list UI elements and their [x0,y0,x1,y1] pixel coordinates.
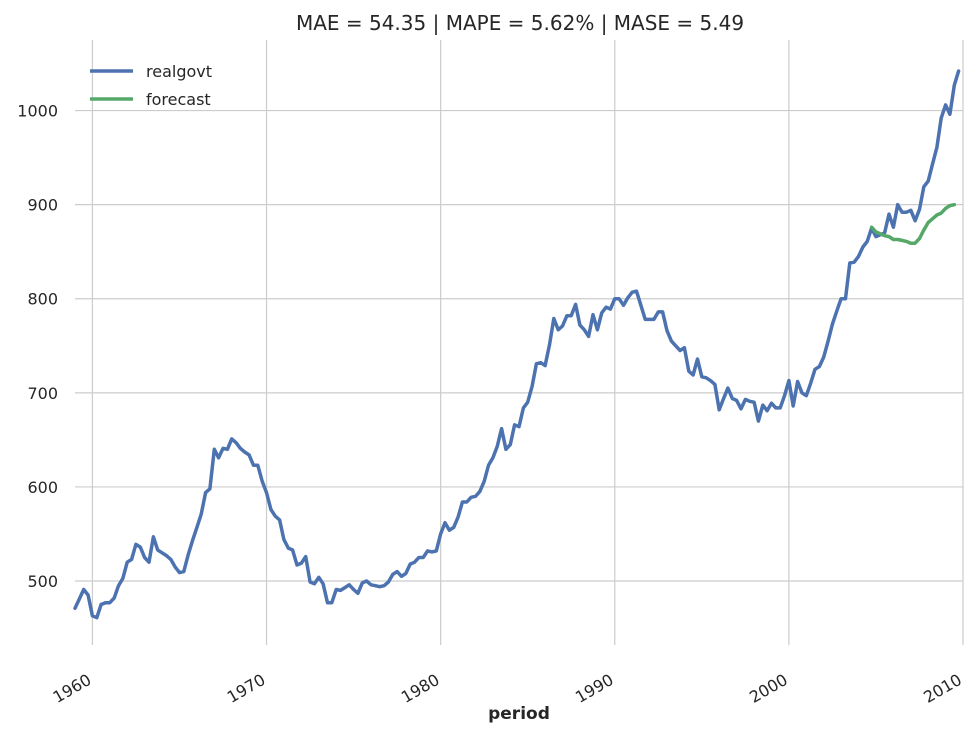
legend: realgovt forecast [90,62,212,109]
y-tick-label: 500 [27,572,58,591]
legend-label-realgovt: realgovt [146,62,212,81]
y-tick-label: 1000 [17,102,58,121]
tick-labels: 1960 1970 1980 1990 2000 2010 500 600 700 800 900 1… [17,102,965,707]
y-tick-label: 700 [27,384,58,403]
chart-title: MAE = 54.35 | MAPE = 5.62% | MASE = 5.49 [296,11,744,35]
y-tick-label: 600 [27,478,58,497]
x-axis-label: period [488,704,550,724]
series-line-realgovt [73,69,961,620]
legend-label-forecast: forecast [146,90,211,109]
x-tick-label: 2000 [746,670,791,707]
x-tick-label: 1990 [572,670,617,707]
x-tick-label: 2010 [920,670,965,707]
y-tick-label: 900 [27,196,58,215]
x-tick-label: 1960 [50,670,95,707]
grid [75,40,964,645]
x-tick-label: 1980 [398,670,443,707]
y-tick-label: 800 [27,290,58,309]
x-tick-label: 1970 [224,670,269,707]
series-line-forecast [869,202,957,245]
series-lines [73,69,961,620]
